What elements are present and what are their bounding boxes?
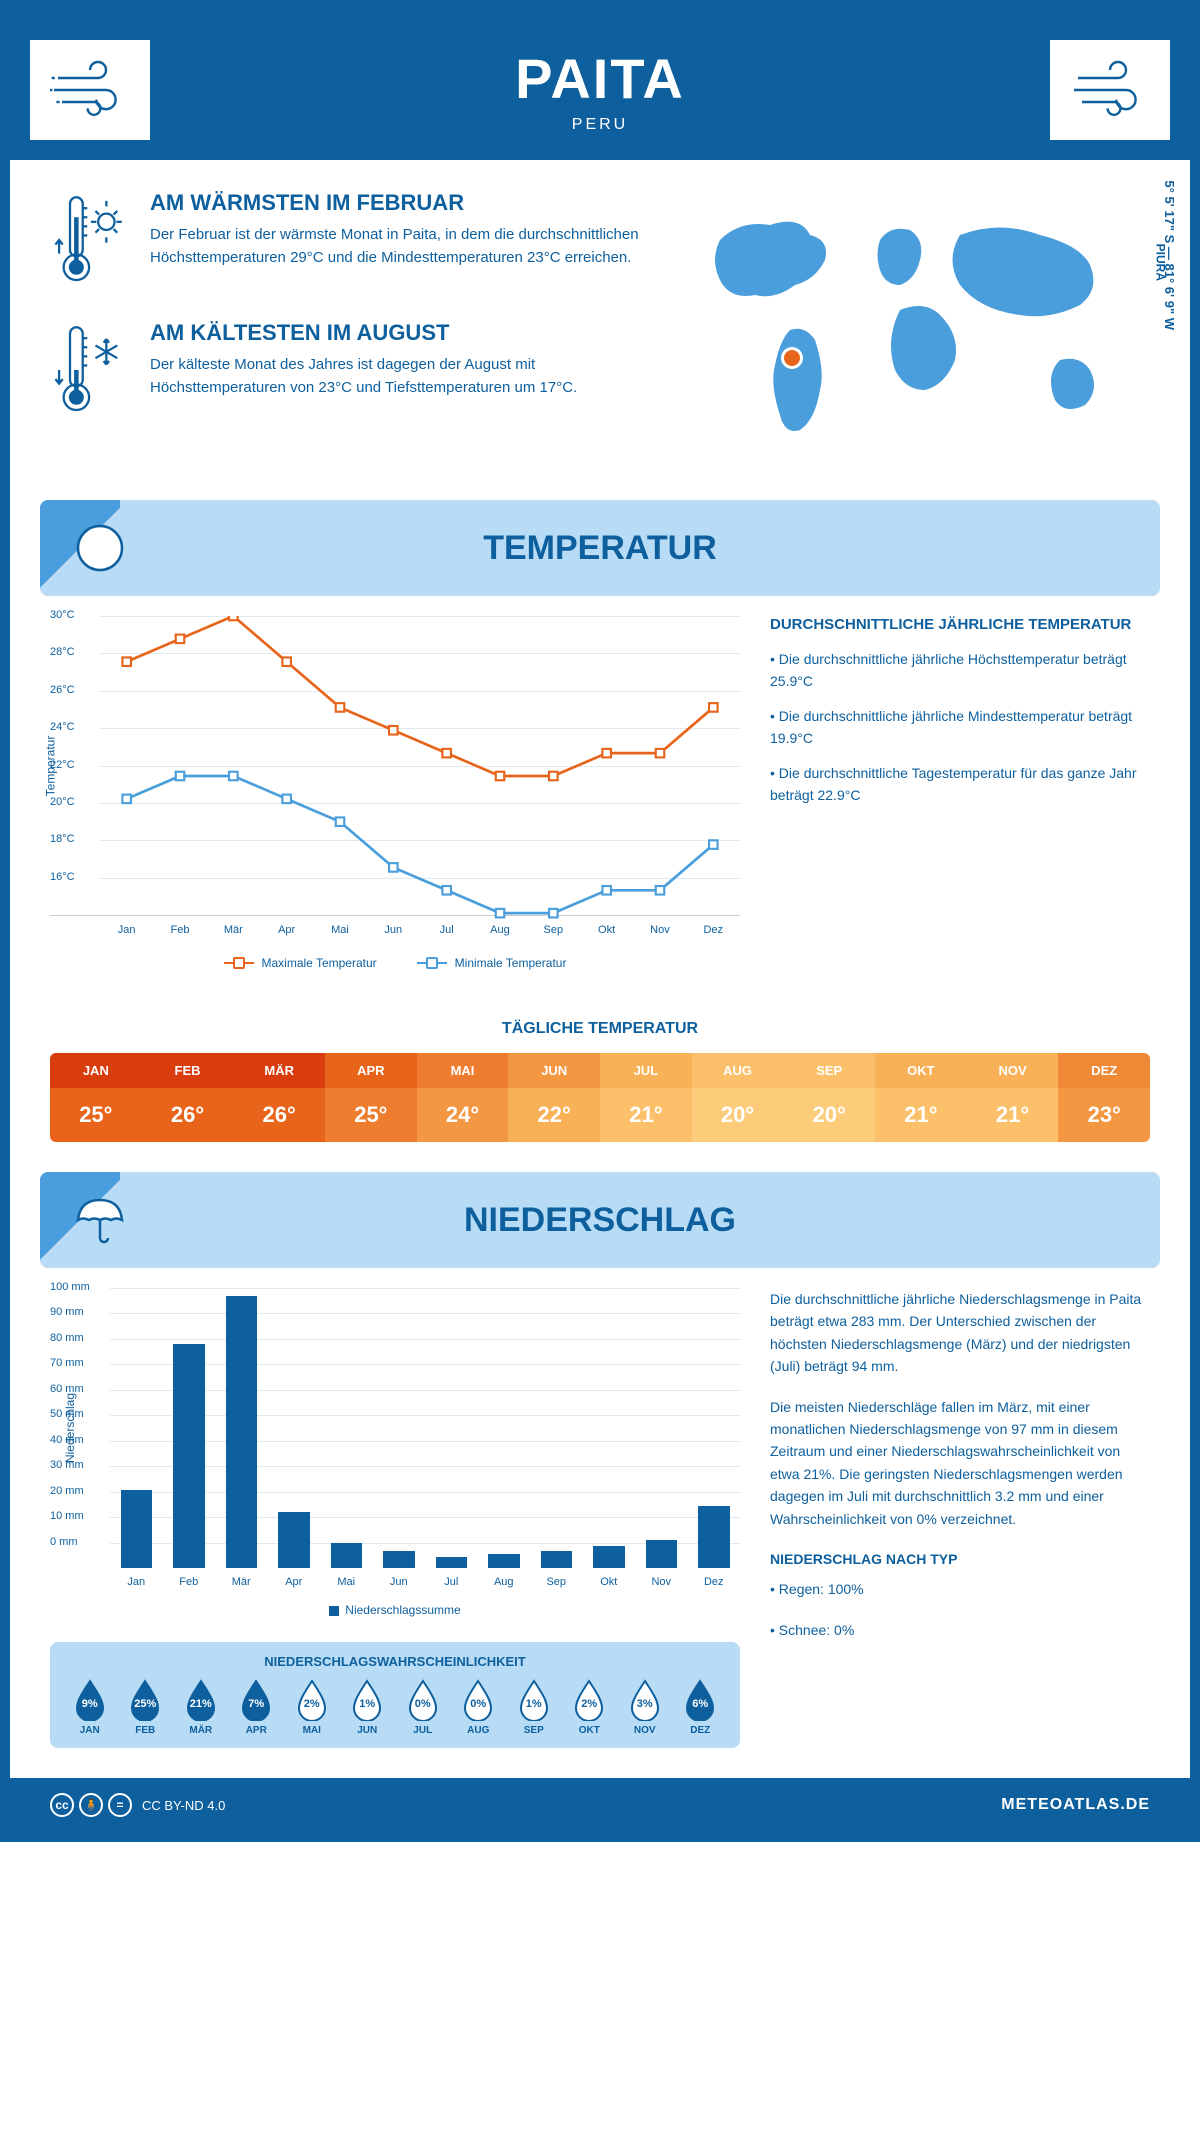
temperature-line-chart: Temperatur 16°C18°C20°C22°C24°C26°C28°C3… — [50, 616, 740, 916]
infographic-container: PAITA PERU AM — [0, 0, 1200, 1842]
temperature-info: DURCHSCHNITTLICHE JÄHRLICHE TEMPERATUR •… — [770, 616, 1150, 970]
temp-info-b2: • Die durchschnittliche jährliche Mindes… — [770, 705, 1150, 750]
wind-icon-left — [30, 40, 150, 140]
coordinates-label: 5° 5' 17" S — 81° 6' 9" W — [1163, 180, 1178, 330]
warmest-fact: AM WÄRMSTEN IM FEBRUAR Der Februar ist d… — [50, 190, 640, 295]
thermometer-sun-icon — [50, 190, 130, 295]
daily-temp-title: TÄGLICHE TEMPERATUR — [10, 1000, 1190, 1053]
temp-chart-legend: Maximale Temperatur Minimale Temperatur — [50, 956, 740, 970]
nd-icon: = — [108, 1793, 132, 1817]
coldest-title: AM KÄLTESTEN IM AUGUST — [150, 320, 640, 346]
legend-max-label: Maximale Temperatur — [262, 956, 377, 970]
site-label: METEOATLAS.DE — [1001, 1796, 1150, 1814]
precipitation-section-header: NIEDERSCHLAG — [40, 1172, 1160, 1268]
coldest-text: Der kälteste Monat des Jahres ist dagege… — [150, 354, 640, 399]
warmest-text: Der Februar ist der wärmste Monat in Pai… — [150, 224, 640, 269]
warmest-title: AM WÄRMSTEN IM FEBRUAR — [150, 190, 640, 216]
umbrella-icon — [70, 1190, 130, 1250]
precip-chart-legend: Niederschlagssumme — [50, 1603, 740, 1617]
precipitation-probability-box: NIEDERSCHLAGSWAHRSCHEINLICHKEIT 9%JAN25%… — [50, 1642, 740, 1748]
daily-temp-table: JAN25°FEB26°MÄR26°APR25°MAI24°JUN22°JUL2… — [50, 1053, 1150, 1142]
sun-icon — [70, 518, 130, 578]
cc-icons: cc 🧍 = — [50, 1793, 132, 1817]
world-map — [670, 190, 1150, 470]
temperature-content: Temperatur 16°C18°C20°C22°C24°C26°C28°C3… — [10, 616, 1190, 1000]
cc-icon: cc — [50, 1793, 74, 1817]
precip-chart-ylabel: Niederschlag — [63, 1393, 77, 1463]
precipitation-content: Niederschlag 0 mm10 mm20 mm30 mm40 mm50 … — [10, 1288, 1190, 1778]
temp-info-b1: • Die durchschnittliche jährliche Höchst… — [770, 648, 1150, 693]
precip-snow: • Schnee: 0% — [770, 1619, 1150, 1641]
prob-title: NIEDERSCHLAGSWAHRSCHEINLICHKEIT — [62, 1654, 728, 1669]
precip-type-title: NIEDERSCHLAG NACH TYP — [770, 1548, 1150, 1570]
legend-min-label: Minimale Temperatur — [455, 956, 567, 970]
header: PAITA PERU — [10, 10, 1190, 160]
city-title: PAITA — [150, 46, 1050, 111]
temp-info-title: DURCHSCHNITTLICHE JÄHRLICHE TEMPERATUR — [770, 616, 1150, 633]
country-subtitle: PERU — [150, 116, 1050, 134]
intro-section: AM WÄRMSTEN IM FEBRUAR Der Februar ist d… — [10, 160, 1190, 500]
temperature-section-header: TEMPERATUR — [40, 500, 1160, 596]
precipitation-bar-chart: Niederschlag 0 mm10 mm20 mm30 mm40 mm50 … — [50, 1288, 740, 1568]
license-label: CC BY-ND 4.0 — [142, 1798, 225, 1813]
precipitation-heading: NIEDERSCHLAG — [150, 1201, 1130, 1240]
precip-legend-label: Niederschlagssumme — [345, 1603, 460, 1617]
temperature-heading: TEMPERATUR — [150, 529, 1130, 568]
coldest-fact: AM KÄLTESTEN IM AUGUST Der kälteste Mona… — [50, 320, 640, 425]
by-icon: 🧍 — [79, 1793, 103, 1817]
footer: cc 🧍 = CC BY-ND 4.0 METEOATLAS.DE — [10, 1778, 1190, 1832]
thermometer-snow-icon — [50, 320, 130, 425]
precip-chart-xaxis: JanFebMärAprMaiJunJulAugSepOktNovDez — [110, 1576, 740, 1588]
precipitation-info: Die durchschnittliche jährliche Niedersc… — [770, 1288, 1150, 1748]
wind-icon-right — [1050, 40, 1170, 140]
precip-p1: Die durchschnittliche jährliche Niedersc… — [770, 1288, 1150, 1378]
temp-info-b3: • Die durchschnittliche Tagestemperatur … — [770, 762, 1150, 807]
precip-p2: Die meisten Niederschläge fallen im März… — [770, 1396, 1150, 1530]
precip-rain: • Regen: 100% — [770, 1578, 1150, 1600]
